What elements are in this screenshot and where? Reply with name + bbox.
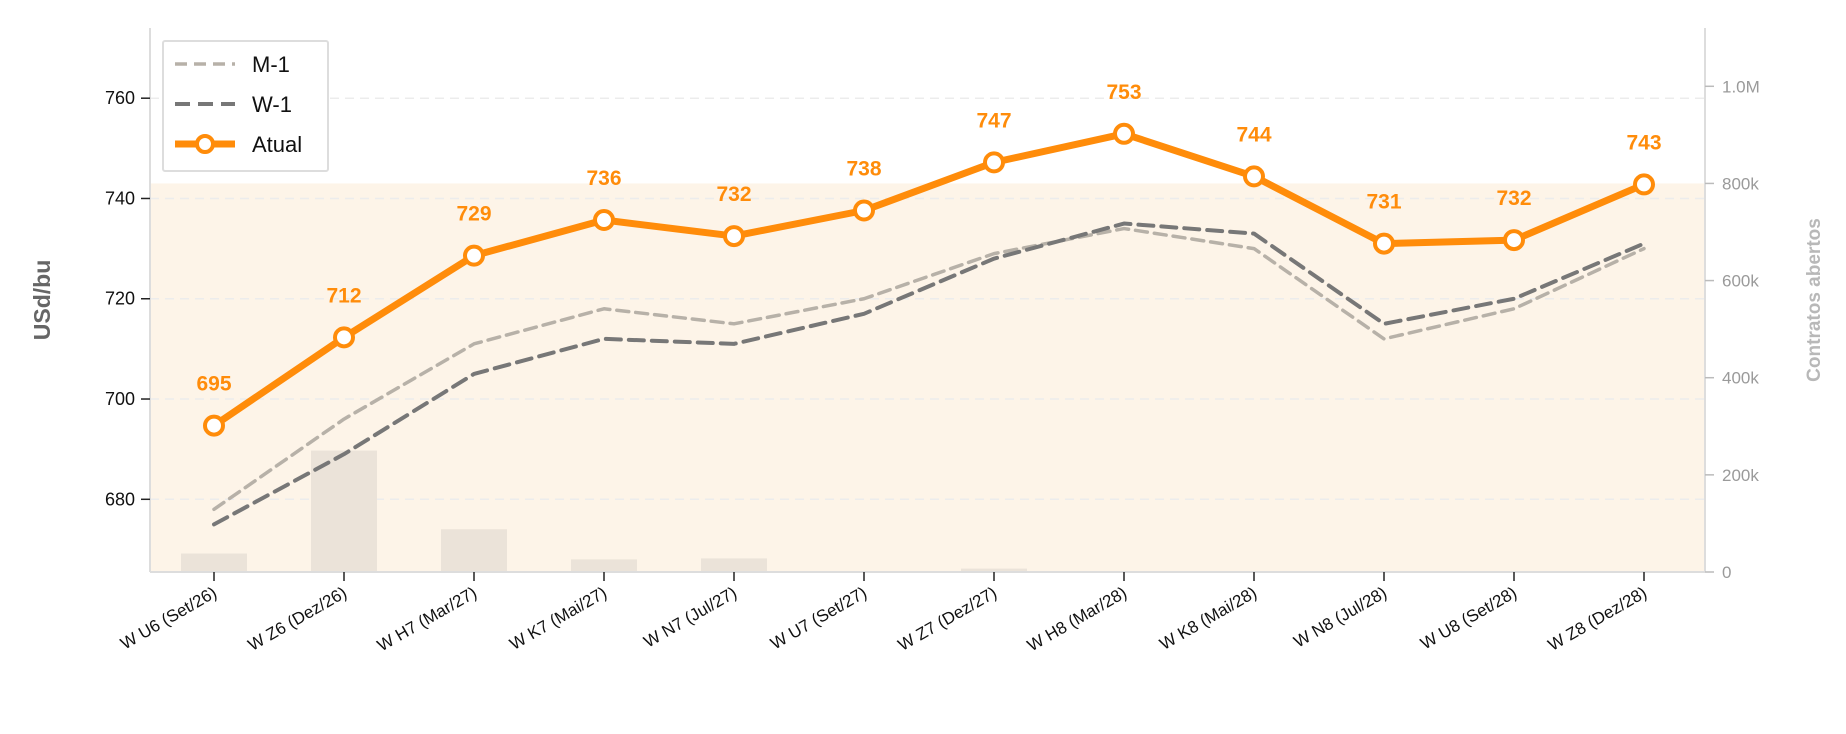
legend: M-1 W-1 Atual (162, 40, 329, 172)
series-layer (203, 122, 1655, 527)
x-tick-label: W U7 (Set/27) (767, 583, 870, 653)
open-interest-bars (181, 450, 1027, 572)
data-label: 695 (196, 373, 231, 396)
series-line-w-1 (212, 221, 1646, 527)
series-line-atual (210, 130, 1648, 430)
open-interest-area-layer (150, 183, 1705, 572)
x-tick-label: W U6 (Set/26) (117, 583, 220, 653)
x-tick-label: W K7 (Mai/27) (506, 583, 610, 654)
right-tick-label: 600k (1722, 272, 1759, 291)
data-label: 743 (1626, 131, 1661, 154)
open-interest-bar (961, 568, 1027, 572)
data-label: 731 (1366, 191, 1401, 214)
legend-label-m-1: M-1 (252, 52, 290, 77)
series-point-atual (203, 414, 225, 437)
y-tick-label: 680 (105, 489, 135, 509)
right-tick-label: 1.0M (1722, 77, 1760, 96)
series-point-atual (463, 244, 485, 267)
open-interest-bar (571, 559, 637, 572)
series-point-atual (1373, 232, 1395, 255)
x-tick-label: W U8 (Set/28) (1417, 583, 1520, 653)
data-label: 753 (1106, 81, 1141, 104)
right-tick-label: 200k (1722, 466, 1759, 485)
y-tick-label: 760 (105, 88, 135, 108)
data-labels: 695 712 729 736 732 738 747 753 744 731 732 743 (196, 81, 1661, 396)
legend-label-w-1: W-1 (252, 92, 292, 117)
series-point-atual (853, 199, 875, 222)
x-tick-label: W N7 (Jul/27) (641, 583, 740, 651)
series-point-atual (1113, 122, 1135, 145)
x-tick-label: W Z8 (Dez/28) (1545, 583, 1650, 655)
data-label: 712 (326, 284, 361, 307)
data-label: 729 (456, 203, 491, 226)
y-tick-label: 700 (105, 389, 135, 409)
series-point-atual (1633, 173, 1655, 196)
y-axis-label: USd/bu (29, 260, 55, 341)
data-label: 732 (716, 183, 751, 206)
right-axis-label: Contratos abertos (1804, 218, 1825, 382)
x-tick-label: W N8 (Jul/28) (1291, 583, 1390, 651)
data-label: 744 (1236, 123, 1271, 146)
x-tick-label: W H8 (Mar/28) (1024, 583, 1130, 655)
x-tick-label: W Z6 (Dez/26) (245, 583, 350, 655)
data-label: 747 (976, 109, 1011, 132)
series-point-atual (1503, 229, 1525, 252)
series-point-atual (593, 209, 615, 232)
series-point-atual (1243, 165, 1265, 188)
series-point-atual (723, 225, 745, 248)
right-tick-label: 400k (1722, 369, 1759, 388)
right-tick-label: 800k (1722, 174, 1759, 193)
open-interest-bar (181, 553, 247, 572)
data-label: 732 (1496, 187, 1531, 210)
series-point-atual (333, 326, 355, 349)
open-interest-bar (311, 450, 377, 572)
data-label: 736 (586, 167, 621, 190)
legend-label-atual: Atual (252, 132, 302, 157)
y-tick-label: 740 (105, 188, 135, 208)
open-interest-bar (441, 529, 507, 572)
x-tick-label: W K8 (Mai/28) (1156, 583, 1260, 654)
x-tick-label: W Z7 (Dez/27) (895, 583, 1000, 655)
x-tick-label: W H7 (Mar/27) (374, 583, 480, 655)
open-interest-bar (701, 558, 767, 572)
data-label: 738 (846, 158, 881, 181)
right-tick-label: 0 (1722, 563, 1731, 582)
series-line-m-1 (212, 226, 1646, 512)
legend-marker-atual (195, 134, 215, 154)
y-tick-label: 720 (105, 289, 135, 309)
open-interest-area-upper (150, 183, 1705, 572)
series-point-atual (983, 151, 1005, 174)
